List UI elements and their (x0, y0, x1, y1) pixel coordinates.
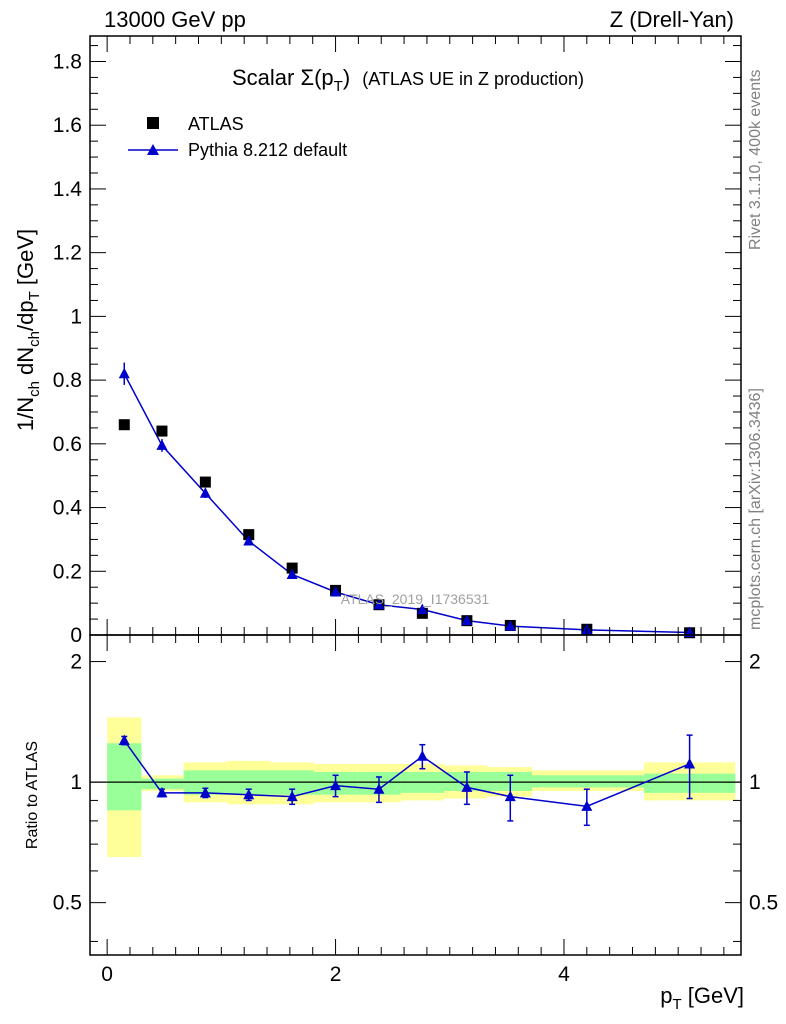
ratio-point (373, 783, 385, 794)
mc-point (373, 598, 385, 610)
mcplots-label: mcplots.cern.ch [arXiv:1306.3436] (747, 388, 764, 630)
data-point (243, 529, 255, 541)
legend: ATLAS Pythia 8.212 default (128, 114, 347, 160)
ratio-point (416, 750, 428, 761)
y-tick-label: 0.8 (53, 369, 82, 392)
ratio-point (243, 788, 255, 800)
ratio-y-tick-label: 0.5 (53, 892, 82, 915)
mc-line (123, 373, 690, 634)
legend-data-marker (147, 117, 159, 129)
ratio-point (156, 786, 168, 798)
ratio-plot-marks (90, 734, 741, 827)
data-point (199, 476, 211, 488)
title-main: Scalar Σ(p (232, 65, 334, 90)
data-point (156, 425, 168, 437)
title-close: ) (343, 65, 350, 90)
mc-point (286, 568, 298, 579)
plot-title: Scalar Σ(pT) (ATLAS UE in Z production) (232, 65, 584, 95)
ratio-point (684, 757, 696, 769)
mc-point (243, 535, 255, 546)
ratio-y-tick-label: 1 (70, 771, 82, 794)
y-tick-label: 0.6 (53, 433, 82, 456)
ratio-panel-frame (89, 634, 742, 956)
x-tick-label: 2 (330, 963, 342, 986)
ratio-y-tick-label-right: 0.5 (749, 892, 778, 915)
x-tick-label: 4 (558, 963, 570, 986)
legend-mc-marker (147, 144, 159, 155)
rivet-label: Rivet 3.1.10, 400k events (747, 69, 764, 250)
energy-label: 13000 GeV pp (104, 7, 246, 32)
analysis-watermark: ATLAS_2019_I1736531 (341, 591, 490, 607)
mc-point (156, 439, 168, 450)
legend-mc-label: Pythia 8.212 default (188, 140, 347, 160)
ratio-point (581, 800, 593, 811)
mc-point (416, 603, 428, 615)
ratio-y-axis-label: Ratio to ATLAS (24, 741, 41, 849)
mc-point (330, 585, 342, 597)
inner-uncertainty-band (141, 778, 184, 790)
main-y-axis-label: 1/Nch dNch/dpT [GeV] (13, 229, 43, 431)
x-axis-label: pT [GeV] (660, 983, 744, 1013)
ratio-y-tick-label-right: 2 (749, 651, 761, 674)
ratio-panel: 0.5 0.5 1 1 2 2 0 2 4 (53, 634, 778, 986)
legend-data-label: ATLAS (188, 114, 244, 134)
ratio-line (123, 740, 690, 808)
mc-point (504, 620, 516, 631)
ratio-y-tick-label: 2 (70, 651, 82, 674)
ratio-point (286, 790, 298, 802)
main-y-axis-ticks: 0 0.2 0.4 0.6 0.8 1 1.2 1.4 1.6 1.8 (53, 36, 741, 647)
mc-point (199, 487, 211, 498)
mc-point (461, 614, 473, 626)
ratio-point (504, 790, 516, 802)
y-tick-label: 1 (70, 305, 82, 328)
y-tick-label: 1.4 (53, 178, 83, 201)
y-tick-label: 0 (70, 624, 82, 647)
y-tick-label: 1.2 (53, 242, 82, 265)
inner-uncertainty-band (107, 743, 142, 811)
ratio-axis-ticks: 0.5 0.5 1 1 2 2 0 2 4 (53, 635, 778, 986)
ratio-y-tick-label-right: 1 (749, 771, 761, 794)
mc-point (118, 367, 130, 379)
y-tick-label: 1.8 (53, 50, 82, 73)
data-point (286, 562, 298, 574)
ratio-uncertainty-bands (107, 717, 736, 858)
ratio-point (461, 781, 473, 792)
inner-uncertainty-band (531, 775, 644, 788)
title-subscript: T (334, 78, 343, 95)
process-label: Z (Drell-Yan) (610, 7, 734, 32)
ratio-point (330, 779, 342, 791)
y-tick-label: 0.4 (53, 497, 83, 520)
title-rest: (ATLAS UE in Z production) (362, 69, 584, 89)
main-panel: 0 0.2 0.4 0.6 0.8 1 1.2 1.4 1.6 1.8 (53, 35, 742, 647)
ratio-point (118, 734, 130, 746)
y-tick-label: 0.2 (53, 560, 82, 583)
inner-uncertainty-band (444, 771, 488, 792)
data-point (118, 419, 130, 431)
y-tick-label: 1.6 (53, 114, 82, 137)
ratio-point (199, 786, 211, 798)
x-tick-label: 0 (101, 963, 113, 986)
